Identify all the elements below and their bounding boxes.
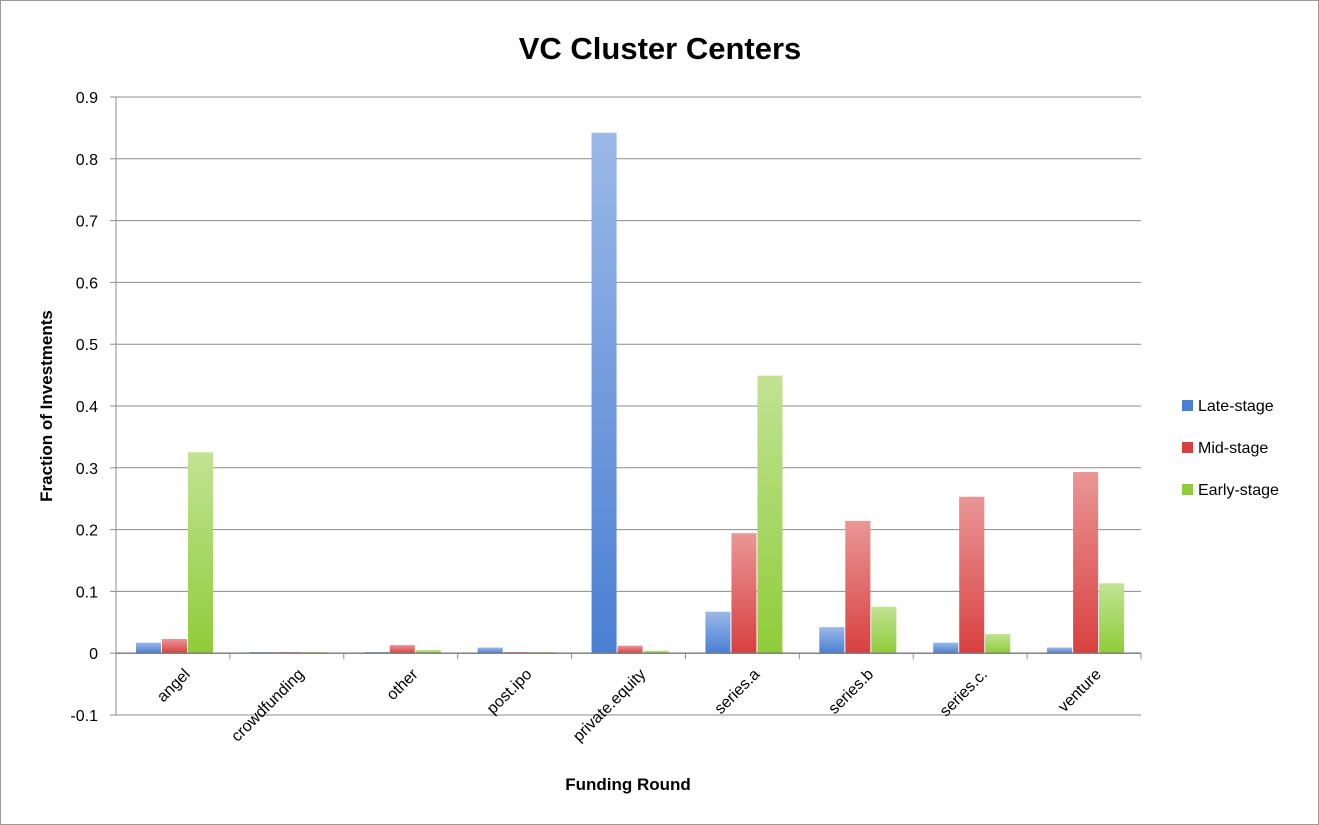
- bar-highlight: [985, 634, 1011, 654]
- y-tick-label: 0.9: [76, 90, 98, 107]
- y-tick-label: 0.4: [76, 399, 98, 416]
- y-tick-label: 0: [89, 646, 98, 663]
- bar-highlight: [1073, 472, 1099, 654]
- y-tick-label: 0.7: [76, 214, 98, 231]
- bar-highlight: [188, 452, 213, 654]
- x-category-label: series.a: [712, 666, 764, 718]
- bar-highlight: [933, 642, 959, 654]
- x-category-label: post.ipo: [484, 666, 536, 718]
- bar-highlight: [959, 496, 985, 654]
- bar-highlight: [819, 627, 845, 654]
- y-tick-label: 0.2: [76, 523, 98, 540]
- bar-highlight: [591, 132, 617, 654]
- bars: [136, 132, 1125, 654]
- x-axis-title: Funding Round: [565, 775, 691, 794]
- bar-highlight: [705, 611, 731, 654]
- legend: Late-stage Mid-stage Early-stage: [1182, 398, 1279, 499]
- bar-highlight: [1099, 583, 1125, 654]
- x-category-label: series.b: [825, 666, 877, 718]
- chart-title: VC Cluster Centers: [519, 31, 802, 66]
- x-category-label: venture: [1055, 666, 1105, 716]
- axes: [110, 96, 1142, 716]
- y-tick-label: 0.1: [76, 584, 98, 601]
- legend-label: Early-stage: [1198, 482, 1279, 499]
- x-category-labels: angel crowdfunding other post.ipo private.eq…: [154, 666, 1105, 746]
- x-category-label: crowdfunding: [228, 666, 307, 745]
- legend-swatch: [1182, 442, 1193, 453]
- bar-highlight: [1047, 647, 1073, 654]
- y-tick-label: 0.8: [76, 152, 98, 169]
- y-tick-label: 0.3: [76, 461, 98, 478]
- bar-highlight: [871, 606, 897, 654]
- y-tick-labels: 0.9 0.8 0.7 0.6 0.5 0.4 0.3 0.2 0.1 0 -0.1: [70, 90, 98, 725]
- y-tick-label: 0.5: [76, 337, 98, 354]
- bar-highlight: [162, 638, 187, 654]
- bar-highlight: [415, 650, 441, 654]
- bar-highlight: [477, 647, 503, 654]
- bar-highlight: [845, 520, 871, 654]
- bar-highlight: [136, 642, 161, 654]
- bar-highlight: [643, 650, 669, 654]
- x-category-label: private.equity: [570, 666, 649, 745]
- bar-highlight: [731, 533, 757, 654]
- bar-highlight: [617, 645, 643, 654]
- x-category-label: angel: [154, 666, 194, 706]
- bar-highlight: [389, 645, 415, 654]
- y-tick-label: -0.1: [70, 708, 98, 725]
- x-category-label: other: [384, 666, 422, 704]
- legend-swatch: [1182, 484, 1193, 495]
- legend-swatch: [1182, 400, 1193, 411]
- legend-label: Mid-stage: [1198, 440, 1268, 457]
- bar-highlight: [757, 375, 783, 654]
- y-axis-title: Fraction of Investments: [37, 310, 56, 502]
- legend-label: Late-stage: [1198, 398, 1274, 415]
- gridlines: [116, 96, 1141, 716]
- y-tick-label: 0.6: [76, 275, 98, 292]
- x-category-label: series.c.: [937, 666, 991, 720]
